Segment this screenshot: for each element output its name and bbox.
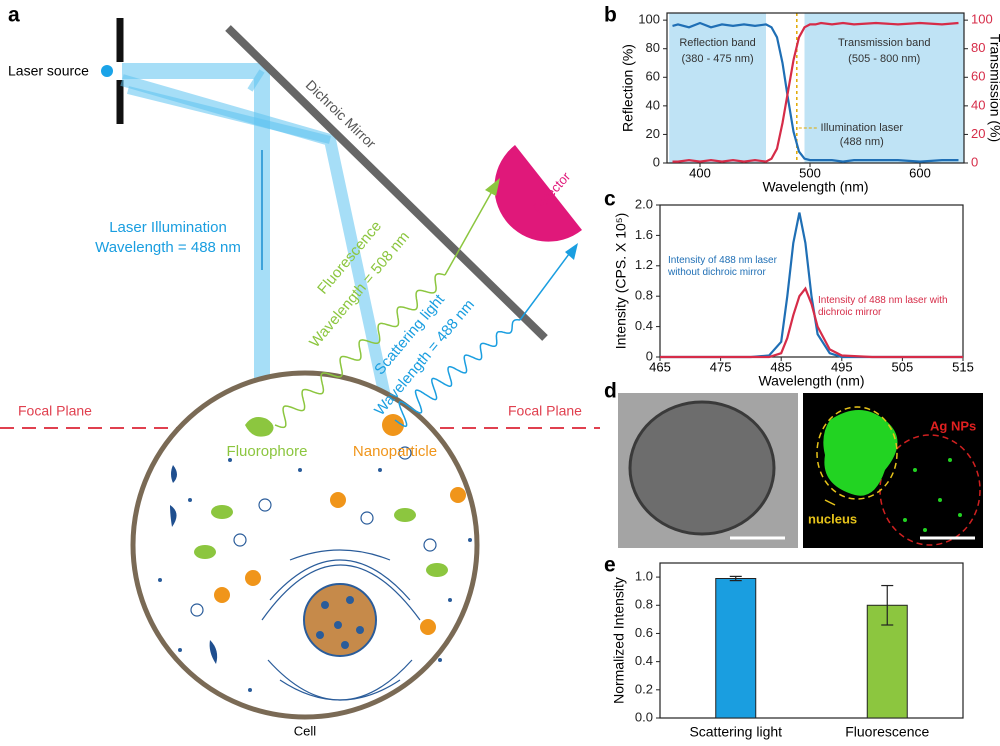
wave xyxy=(274,273,446,429)
y-tick-label: 20 xyxy=(646,126,660,141)
cell-image xyxy=(628,400,776,536)
y-tick-label: 100 xyxy=(971,12,993,27)
series-label: Intensity of 488 nm laser without dichro… xyxy=(668,255,777,278)
laser-dot xyxy=(101,65,113,77)
y-tick-label: 1.6 xyxy=(635,227,653,242)
detector-shape xyxy=(494,145,582,242)
bar xyxy=(866,604,908,719)
microscopy: Ag NPs nucleus xyxy=(618,393,983,548)
fluorophore-label: Fluorophore xyxy=(227,443,308,460)
y-tick-label: 40 xyxy=(971,97,985,112)
y-tick-label: 0 xyxy=(653,154,660,169)
band-label: Transmission band xyxy=(838,37,931,49)
series-label: Intensity of 488 nm laser with dichroic … xyxy=(818,295,948,318)
mirror xyxy=(225,25,548,341)
y-tick-label: 0.2 xyxy=(635,681,653,696)
y-tick-label: 0 xyxy=(971,154,978,169)
plot-frame xyxy=(659,204,964,358)
x-tick-label: 515 xyxy=(952,359,974,374)
bar xyxy=(715,578,757,719)
series-annotation: Intensity of 488 nm laser with dichroic … xyxy=(818,295,948,318)
focal-plane-label: Focal Plane xyxy=(508,403,582,419)
x-tick-label: 475 xyxy=(710,359,732,374)
cell-label: Cell xyxy=(294,723,317,738)
focal-plane-label: Focal Plane xyxy=(18,403,92,419)
y-tick-label: 20 xyxy=(971,126,985,141)
x-tick-label: Fluorescence xyxy=(845,724,929,740)
y-axis-label: Reflection (%) xyxy=(620,44,636,132)
panel-label: a xyxy=(8,4,20,27)
beams xyxy=(120,63,396,425)
y-tick-label: 0.4 xyxy=(635,318,653,333)
x-tick-label: 505 xyxy=(892,359,914,374)
y-tick-label: 60 xyxy=(971,69,985,84)
panel-label: c xyxy=(604,188,616,211)
y-tick-label: 80 xyxy=(971,40,985,55)
band xyxy=(804,13,964,163)
nucleus-label: nucleus xyxy=(808,511,857,526)
y-axis-label: Intensity (CPS. X 10⁵) xyxy=(613,213,629,350)
y-tick-label: 2.0 xyxy=(635,196,653,211)
nucleus-arrow xyxy=(824,499,836,506)
laser-source-label: Laser source xyxy=(8,63,89,79)
diagram: Laser source Dichroic Mirror Laser Illum… xyxy=(0,18,600,738)
illumination-label: Wavelength = 488 nm xyxy=(95,239,241,256)
cell-contents xyxy=(158,446,472,701)
band xyxy=(669,13,766,163)
y-tick-label: 60 xyxy=(646,69,660,84)
x-tick-label: 485 xyxy=(770,359,792,374)
y-tick-label: 0.8 xyxy=(635,288,653,303)
x-tick-label: 500 xyxy=(799,165,821,180)
marker-label: Illumination laser xyxy=(821,122,904,134)
panel-label: e xyxy=(604,554,616,577)
band-label: (505 - 800 nm) xyxy=(848,53,920,65)
y-tick-label: 1.2 xyxy=(635,257,653,272)
band-label: Reflection band xyxy=(679,37,755,49)
panel-label: d xyxy=(604,380,617,403)
x-tick-label: 600 xyxy=(909,165,931,180)
x-axis-label: Wavelength (nm) xyxy=(762,179,868,195)
series-line xyxy=(660,286,963,359)
x-tick-label: 495 xyxy=(831,359,853,374)
np-label: Ag NPs xyxy=(930,418,976,433)
np-spots xyxy=(903,458,962,532)
nanoparticle-label: Nanoparticle xyxy=(353,443,437,460)
cell-outline xyxy=(130,370,480,720)
y-tick-label: 0.4 xyxy=(635,653,653,668)
y-tick-label: 40 xyxy=(646,97,660,112)
x-axis-label: Wavelength (nm) xyxy=(758,373,864,389)
nucleus-stain xyxy=(823,410,898,496)
y-tick-label: 100 xyxy=(638,12,660,27)
y-axis-label: Normalized Intensity xyxy=(611,577,627,704)
arrow-head xyxy=(485,178,500,196)
series-annotation: Intensity of 488 nm laser without dichro… xyxy=(668,255,777,278)
y-tick-label: 0 xyxy=(646,348,653,363)
y-tick-label: 0.0 xyxy=(635,709,653,724)
nucleus-outline xyxy=(816,406,898,500)
x-tick-label: Scattering light xyxy=(689,724,782,740)
series-line xyxy=(672,21,959,163)
wave xyxy=(394,319,521,428)
wave-tail xyxy=(519,249,573,321)
marker-label: (488 nm) xyxy=(840,136,884,148)
illumination-label: Laser Illumination xyxy=(109,219,227,236)
y-tick-label: 1.0 xyxy=(635,569,653,584)
y-tick-label: 0.8 xyxy=(635,597,653,612)
panel-label: b xyxy=(604,4,617,27)
band-label: (380 - 475 nm) xyxy=(682,53,754,65)
nanoparticle-shape xyxy=(382,414,404,436)
x-tick-label: 400 xyxy=(689,165,711,180)
wave-tail xyxy=(444,185,496,276)
plot-frame xyxy=(659,562,964,719)
y-tick-label: 80 xyxy=(646,40,660,55)
x-tick-label: 465 xyxy=(649,359,671,374)
y2-axis-label: Transmission (%) xyxy=(987,34,1000,142)
fluorophore-shape xyxy=(245,417,274,437)
series-line xyxy=(672,21,959,163)
plot-frame xyxy=(666,12,965,164)
y-tick-label: 0.6 xyxy=(635,625,653,640)
